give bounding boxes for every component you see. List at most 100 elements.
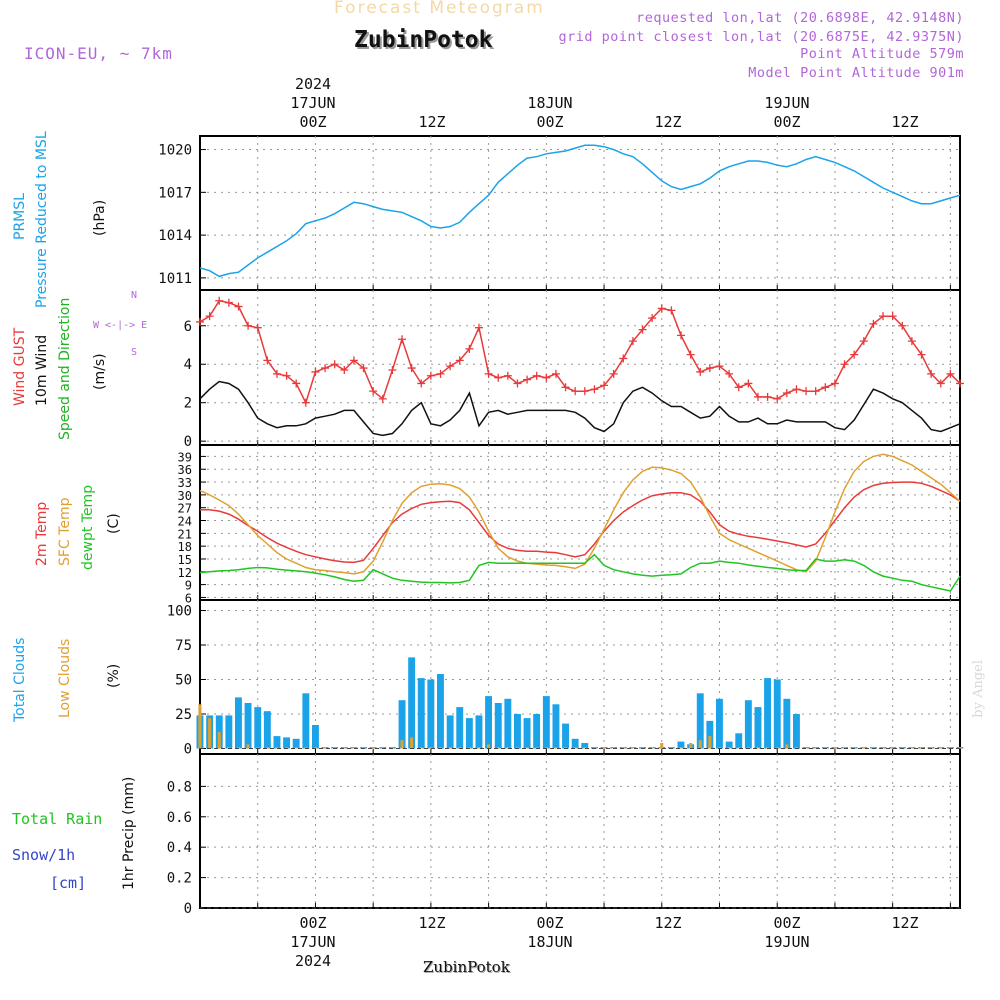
gust-marker <box>551 369 560 378</box>
gust-marker <box>523 375 532 384</box>
bar-low-h45 <box>631 747 635 749</box>
bar-low-h18 <box>371 747 375 749</box>
y-tick-label: 75 <box>175 638 192 654</box>
series-line-2m-temp <box>200 481 961 564</box>
y-tick-label: 50 <box>175 673 192 689</box>
gust-marker <box>446 362 455 371</box>
bar-total-h9 <box>283 737 290 749</box>
gust-marker <box>388 366 397 374</box>
bar-low-h59 <box>766 747 770 749</box>
gust-marker <box>234 302 243 311</box>
gust-marker <box>898 321 907 330</box>
top-time-label: 12Z <box>891 113 919 131</box>
bar-total-h5 <box>244 703 252 749</box>
gust-marker <box>215 296 224 305</box>
bar-low-h47 <box>650 747 654 749</box>
y-tick-label: 18 <box>178 540 192 554</box>
bar-low-h24 <box>429 747 433 749</box>
panel-frames <box>199 135 961 909</box>
gust-marker <box>792 385 801 394</box>
gust-marker <box>590 385 599 394</box>
gust-marker <box>571 387 580 396</box>
bar-low-h37 <box>554 747 558 749</box>
bar-total-h21 <box>398 700 406 749</box>
bar-low-h35 <box>535 747 539 749</box>
panel-frame <box>199 753 961 909</box>
bar-total-h61 <box>783 698 791 749</box>
y-tick-label: 100 <box>167 604 192 620</box>
gust-marker <box>474 323 483 332</box>
bar-low-h65 <box>823 747 827 749</box>
bar-low-h39 <box>573 747 577 749</box>
gust-marker <box>638 325 647 334</box>
gust-marker <box>600 381 609 390</box>
bar-total-h23 <box>417 678 425 749</box>
gust-marker <box>859 337 868 346</box>
gust-marker <box>917 350 926 359</box>
series-line-prmsl <box>199 144 961 278</box>
bar-low-h78 <box>948 747 952 749</box>
bar-low-h73 <box>900 747 904 749</box>
bar-low-h17 <box>362 747 366 749</box>
bar-total-h55 <box>725 741 733 749</box>
bar-total-h59 <box>764 678 771 749</box>
y-tick-label: 6 <box>184 319 192 335</box>
bar-low-h79 <box>958 747 962 749</box>
bar-total-h22 <box>408 657 416 749</box>
gust-marker <box>244 321 253 330</box>
gust-marker <box>657 304 666 313</box>
gust-marker <box>369 387 378 396</box>
bar-total-h26 <box>446 715 454 749</box>
gust-marker <box>888 312 897 321</box>
gust-marker <box>349 356 358 365</box>
bar-low-h10 <box>294 747 298 749</box>
top-time-label: 19JUN 00Z <box>764 94 810 131</box>
y-tick-label: 1017 <box>158 185 192 201</box>
bottom-time-label: 12Z <box>654 914 682 932</box>
gust-marker <box>936 379 945 388</box>
bar-low-h72 <box>891 747 895 749</box>
gust-marker <box>321 364 330 373</box>
bar-low-h15 <box>342 747 346 749</box>
y-tick-label: 21 <box>178 527 192 541</box>
bar-total-h60 <box>773 679 781 749</box>
bar-total-h52 <box>696 693 704 749</box>
y-tick-label: 1011 <box>158 271 192 287</box>
gust-marker <box>725 369 734 378</box>
bar-total-h57 <box>744 700 752 749</box>
bar-low-h62 <box>794 747 798 749</box>
gust-marker <box>879 312 888 321</box>
bar-low-h43 <box>612 747 616 749</box>
bar-total-h30 <box>485 696 492 749</box>
gust-marker <box>330 360 339 369</box>
gust-marker <box>561 383 570 392</box>
gust-marker <box>398 335 407 344</box>
bar-total-h25 <box>437 674 444 749</box>
bar-low-h7 <box>265 747 269 749</box>
y-tick-label: 0 <box>184 434 192 450</box>
gust-marker <box>744 379 753 388</box>
gust-marker <box>407 364 416 373</box>
bar-low-h41 <box>592 747 596 749</box>
bar-low-h71 <box>881 747 885 749</box>
top-time-label: 18JUN 00Z <box>527 94 573 131</box>
y-tick-label: 6 <box>185 591 192 605</box>
gust-marker <box>532 371 541 380</box>
bar-low-h69 <box>862 747 866 749</box>
bar-low-h0 <box>198 704 202 749</box>
bar-low-h4 <box>236 747 240 749</box>
bar-low-h33 <box>515 747 519 749</box>
y-tick-label: 1014 <box>158 228 192 244</box>
bar-total-h8 <box>273 736 281 749</box>
bar-low-h20 <box>390 747 394 749</box>
gust-marker <box>436 369 445 378</box>
y-tick-label: 0 <box>184 901 192 917</box>
bar-low-h31 <box>496 747 500 749</box>
bar-low-h13 <box>323 747 327 749</box>
bar-low-h53 <box>708 736 712 749</box>
gust-marker <box>686 350 695 359</box>
bar-low-h25 <box>438 747 442 749</box>
bar-low-h8 <box>275 747 279 749</box>
bar-low-h16 <box>352 747 356 749</box>
gust-marker <box>648 314 657 323</box>
